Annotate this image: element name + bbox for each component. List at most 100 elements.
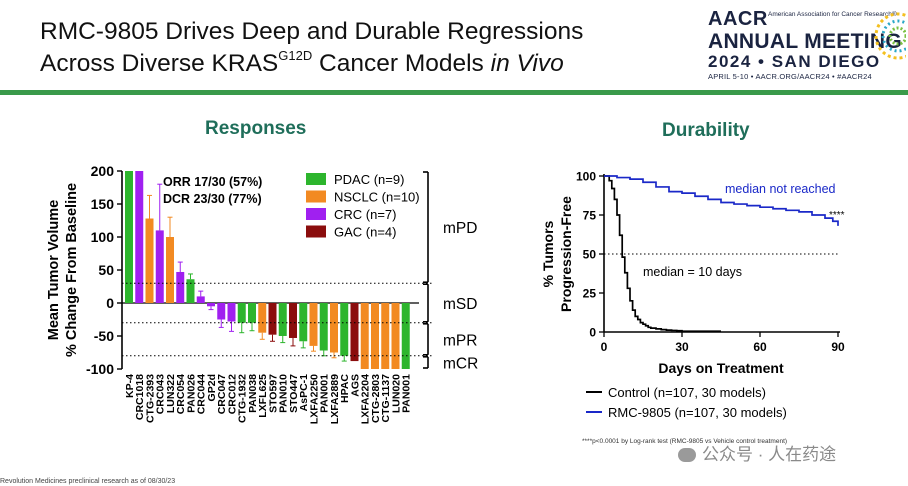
waterfall-bar <box>371 303 379 369</box>
km-x-tick-label: 0 <box>601 340 608 354</box>
waterfall-category-label: LXFA2889 <box>329 374 341 424</box>
legend-label: CRC (n=7) <box>334 207 397 222</box>
waterfall-bar <box>309 303 318 346</box>
waterfall-category-label: CRC047 <box>216 374 228 414</box>
waterfall-bar <box>299 303 308 342</box>
slide-title: RMC-9805 Drives Deep and Durable Regress… <box>40 16 583 80</box>
waterfall-category-label: CRC012 <box>226 374 238 414</box>
waterfall-category-label: PAN001 <box>401 374 413 413</box>
waterfall-y-tick-label: 50 <box>98 262 114 278</box>
km-curve <box>604 175 721 333</box>
km-y-label-1: % Tumors <box>540 220 556 287</box>
waterfall-bar <box>186 279 195 303</box>
waterfall-category-label: STO447 <box>288 374 300 413</box>
waterfall-category-label: LXFA2250 <box>308 374 320 424</box>
waterfall-bar <box>258 303 267 333</box>
waterfall-y-tick-label: 0 <box>106 295 114 311</box>
header-rule <box>0 90 908 95</box>
legend-label: NSCLC (n=10) <box>334 190 420 205</box>
waterfall-threshold-label: mPR <box>443 332 477 349</box>
waterfall-category-label: CTG-1137 <box>380 374 392 423</box>
km-legend-label: RMC-9805 (n=107, 30 models) <box>608 405 787 420</box>
waterfall-bar <box>340 303 349 356</box>
waterfall-category-label: KP-4 <box>124 374 136 398</box>
waterfall-bar <box>360 303 369 369</box>
km-y-tick-label: 25 <box>583 287 597 301</box>
title-part-a: Across Diverse KRAS <box>40 50 279 77</box>
km-legend-label: Control (n=107, 30 models) <box>608 385 766 400</box>
waterfall-bar <box>196 296 205 303</box>
km-significance-stars: **** <box>829 210 845 221</box>
waterfall-y-tick-label: -100 <box>86 361 114 377</box>
waterfall-bar <box>248 303 256 323</box>
waterfall-category-label: CRC044 <box>196 374 208 414</box>
waterfall-category-label: CRC043 <box>155 374 167 414</box>
logo-dates: APRIL 5-10 • AACR.ORG/AACR24 • #AACR24 <box>708 72 872 81</box>
km-x-tick-label: 60 <box>753 340 767 354</box>
waterfall-bar <box>237 303 246 323</box>
waterfall-bar <box>135 171 144 303</box>
orr-annotation: ORR 17/30 (57%) <box>163 175 262 189</box>
waterfall-category-label: CTG-2393 <box>144 374 156 423</box>
wechat-icon <box>678 448 696 462</box>
title-superscript: G12D <box>278 48 313 63</box>
waterfall-y-tick-label: -50 <box>94 328 114 344</box>
waterfall-category-label: PAN038 <box>247 374 259 413</box>
waterfall-y-label-2: % Change From Baseline <box>64 183 80 357</box>
waterfall-y-tick-label: 150 <box>91 196 115 212</box>
legend-label: GAC (n=4) <box>334 225 397 240</box>
km-y-tick-label: 50 <box>583 248 597 262</box>
waterfall-category-label: PAN001 <box>319 374 331 413</box>
km-x-tick-label: 90 <box>831 340 845 354</box>
title-italic: in Vivo <box>490 50 564 77</box>
km-annotation-median-not-reached: median not reached <box>725 182 836 196</box>
km-x-tick-label: 30 <box>675 340 689 354</box>
waterfall-category-label: CTG-1932 <box>237 374 249 423</box>
legend-swatch <box>306 190 326 203</box>
legend-swatch <box>306 225 326 238</box>
durability-heading: Durability <box>662 120 750 141</box>
km-y-tick-label: 0 <box>589 326 596 340</box>
waterfall-y-tick-label: 200 <box>91 163 115 179</box>
waterfall-category-label: STO597 <box>267 374 279 413</box>
waterfall-category-label: LUN322 <box>165 374 177 413</box>
waterfall-bar <box>381 303 390 369</box>
responses-heading: Responses <box>205 118 307 139</box>
waterfall-bar <box>207 303 215 307</box>
title-line-2: Across Diverse KRASG12D Cancer Models in… <box>40 48 583 80</box>
km-curve <box>604 175 839 226</box>
waterfall-bar <box>176 271 185 303</box>
waterfall-bar <box>217 303 226 320</box>
legend-swatch <box>306 173 326 185</box>
waterfall-category-label: LXFA2204 <box>360 374 372 424</box>
waterfall-threshold-label: mCR <box>443 355 478 372</box>
logo-brand: AACR <box>708 8 768 30</box>
waterfall-bar <box>268 303 277 335</box>
waterfall-category-label: GP2d <box>206 374 218 401</box>
waterfall-category-label: PAN026 <box>185 374 197 413</box>
waterfall-y-label-1: Mean Tumor Volume <box>46 200 62 340</box>
waterfall-category-label: LXFL625 <box>257 374 269 418</box>
waterfall-bar <box>145 218 154 303</box>
watermark: 公众号 · 人在药途 <box>678 440 836 465</box>
waterfall-bar <box>155 230 164 303</box>
waterfall-bar <box>289 303 297 338</box>
source-footnote: Revolution Medicines preclinical researc… <box>0 478 176 485</box>
significance-footnote: ****p<0.0001 by Log-rank test (RMC-9805 … <box>582 438 788 445</box>
waterfall-category-label: CTG-2803 <box>370 374 382 423</box>
waterfall-bar <box>391 303 400 369</box>
waterfall-category-label: HPAC <box>339 374 351 403</box>
dcr-annotation: DCR 23/30 (77%) <box>163 192 262 206</box>
km-annotation-median-10: median = 10 days <box>643 265 742 279</box>
waterfall-category-label: CRC1018 <box>134 374 146 420</box>
waterfall-category-label: LUN020 <box>390 374 402 413</box>
waterfall-category-label: AsPC-1 <box>298 374 310 412</box>
km-y-tick-label: 75 <box>583 209 597 223</box>
waterfall-bar <box>278 303 287 336</box>
km-x-label: Days on Treatment <box>658 360 784 376</box>
waterfall-bar <box>401 303 410 369</box>
waterfall-bar <box>319 303 328 351</box>
waterfall-category-label: PAN010 <box>278 374 290 413</box>
title-part-b: Cancer Models <box>312 50 491 77</box>
aacr-logo: AACR American Association for Cancer Res… <box>706 6 906 90</box>
